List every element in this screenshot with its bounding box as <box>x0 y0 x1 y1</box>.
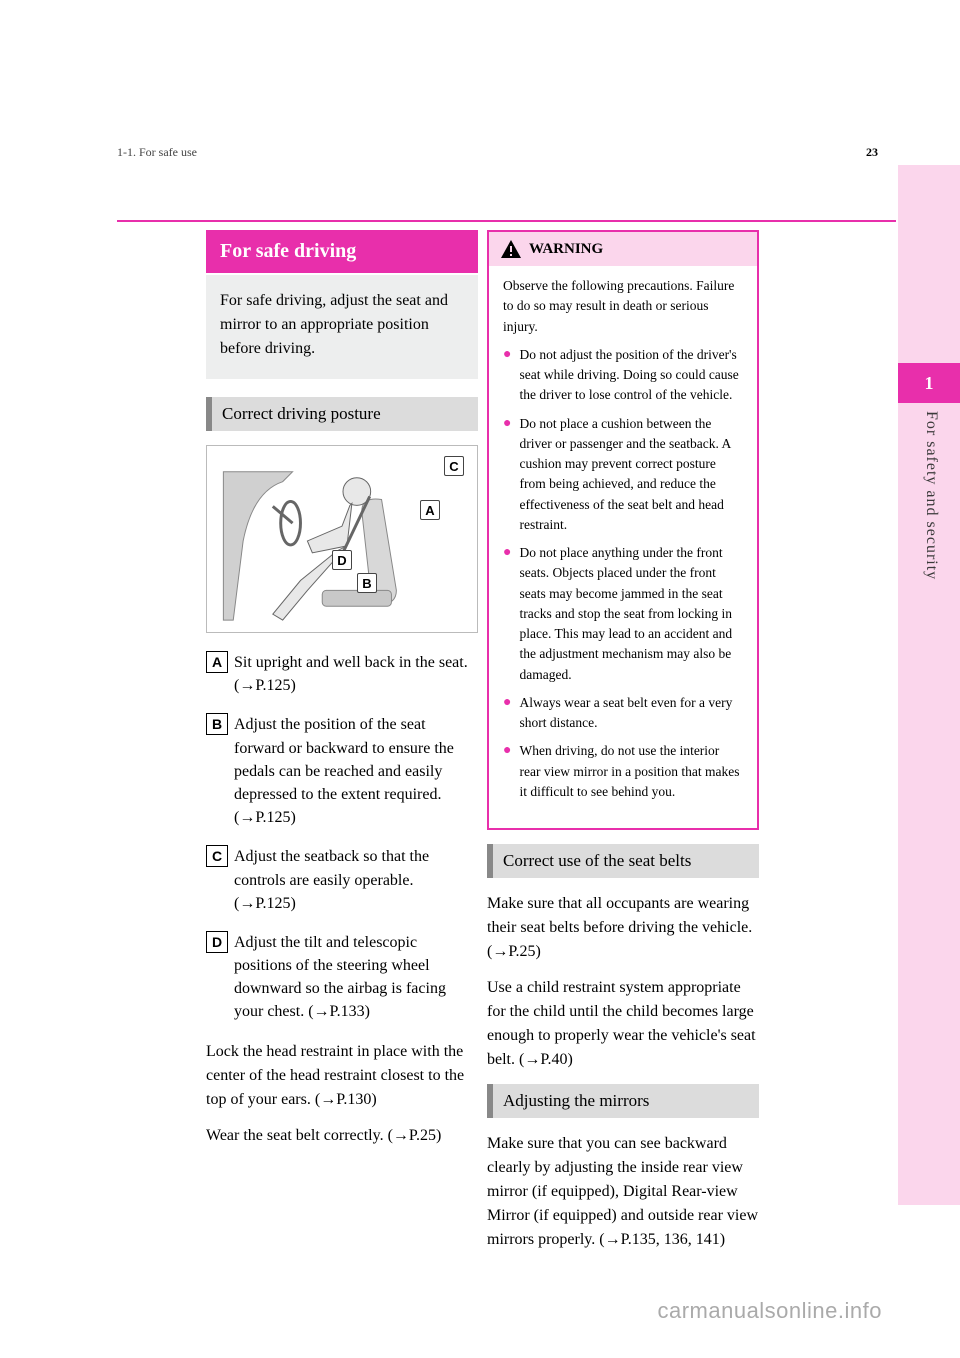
warning-heading-text: WARNING <box>529 241 603 258</box>
bullet-icon: ● <box>503 345 511 406</box>
letter-d: D <box>206 931 228 953</box>
belts-paragraph-1: Make sure that all occupants are wearing… <box>487 892 759 964</box>
warning-body: Observe the following precautions. Failu… <box>489 266 757 828</box>
posture-item-b-text: Adjust the position of the seat forward … <box>234 713 478 829</box>
chapter-tab: 1 <box>898 363 960 403</box>
bullet-icon: ● <box>503 543 511 685</box>
warning-bullet-5-text: When driving, do not use the interior re… <box>519 741 743 802</box>
warning-intro: Observe the following precautions. Failu… <box>503 276 743 337</box>
posture-item-a: A Sit upright and well back in the seat.… <box>206 651 478 697</box>
warning-box: WARNING Observe the following precaution… <box>487 230 759 830</box>
header-page-number: 23 <box>866 145 878 160</box>
bullet-icon: ● <box>503 414 511 536</box>
posture-item-d-text: Adjust the tilt and telescopic positions… <box>234 931 478 1024</box>
warning-bullet-2-text: Do not place a cushion between the drive… <box>519 414 743 536</box>
warning-bullet-5: ●When driving, do not use the interior r… <box>503 741 743 802</box>
posture-item-c: C Adjust the seatback so that the contro… <box>206 845 478 915</box>
chapter-tab-label: For safety and security <box>922 411 940 580</box>
left-column: For safe driving For safe driving, adjus… <box>206 230 478 1160</box>
warning-icon <box>501 240 521 258</box>
intro-box: For safe driving, adjust the seat and mi… <box>206 275 478 379</box>
warning-head: WARNING <box>489 232 757 266</box>
bullet-icon: ● <box>503 741 511 802</box>
warning-bullet-2: ●Do not place a cushion between the driv… <box>503 414 743 536</box>
letter-a: A <box>206 651 228 673</box>
subhead-posture: Correct driving posture <box>206 397 478 431</box>
header-breadcrumb: 1-1. For safe use <box>117 145 197 160</box>
section-title: For safe driving <box>206 230 478 273</box>
fig-label-a: A <box>420 500 440 520</box>
warning-bullet-4: ●Always wear a seat belt even for a very… <box>503 693 743 734</box>
posture-item-d: D Adjust the tilt and telescopic positio… <box>206 931 478 1024</box>
posture-item-a-text: Sit upright and well back in the seat. (… <box>234 651 478 697</box>
belts-paragraph-2: Use a child restraint system appropriate… <box>487 976 759 1072</box>
header-rule <box>117 220 896 222</box>
warning-bullet-3: ●Do not place anything under the front s… <box>503 543 743 685</box>
right-column: WARNING Observe the following precaution… <box>487 230 759 1264</box>
page: 1 For safety and security 1-1. For safe … <box>0 0 960 1358</box>
letter-b: B <box>206 713 228 735</box>
posture-item-head-restraint: Lock the head restraint in place with th… <box>206 1040 478 1112</box>
fig-label-b: B <box>357 573 377 593</box>
mirrors-paragraph: Make sure that you can see backward clea… <box>487 1132 759 1252</box>
warning-bullet-1: ●Do not adjust the position of the drive… <box>503 345 743 406</box>
subhead-belts: Correct use of the seat belts <box>487 844 759 878</box>
posture-item-c-text: Adjust the seatback so that the controls… <box>234 845 478 915</box>
page-header: 1-1. For safe use 23 <box>117 145 898 160</box>
warning-bullet-1-text: Do not adjust the position of the driver… <box>519 345 743 406</box>
letter-c: C <box>206 845 228 867</box>
posture-item-b: B Adjust the position of the seat forwar… <box>206 713 478 829</box>
fig-label-d: D <box>332 550 352 570</box>
posture-figure: A B C D <box>206 445 478 633</box>
posture-illustration <box>213 452 471 626</box>
subhead-mirrors: Adjusting the mirrors <box>487 1084 759 1118</box>
fig-label-c: C <box>444 456 464 476</box>
warning-bullet-4-text: Always wear a seat belt even for a very … <box>519 693 743 734</box>
watermark: carmanualsonline.info <box>657 1298 882 1324</box>
posture-item-seatbelt: Wear the seat belt correctly. (→P.25) <box>206 1124 478 1148</box>
bullet-icon: ● <box>503 693 511 734</box>
warning-bullet-3-text: Do not place anything under the front se… <box>519 543 743 685</box>
side-tab-bg <box>898 165 960 1205</box>
